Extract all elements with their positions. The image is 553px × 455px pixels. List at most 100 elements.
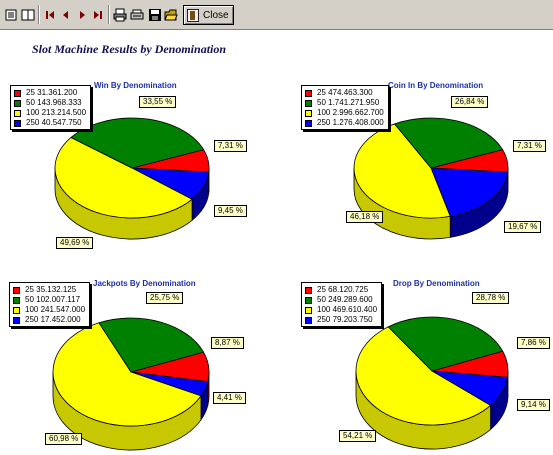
legend-entry: 25 31.361.200: [14, 88, 86, 98]
percent-label-50: 33,55 %: [139, 96, 177, 108]
pie-slice-250: [430, 167, 509, 217]
legend-swatch: [14, 89, 21, 97]
legend-swatch: [305, 99, 312, 107]
legend-entry: 25 474.463.300: [305, 88, 384, 98]
percent-label-25: 7,31 %: [513, 140, 546, 152]
chart-legend: 25 474.463.300 50 1.741.271.950 100 2.996.…: [301, 85, 389, 130]
percent-label-100: 54,21 %: [339, 430, 377, 442]
close-button-label: Close: [203, 9, 229, 21]
two-page-icon[interactable]: [20, 6, 36, 23]
legend-label: 25 35.132.125: [25, 285, 77, 294]
pie-chart-1: [54, 117, 210, 240]
legend-entry: 250 79.203.750: [305, 315, 377, 325]
legend-label: 100 2.996.662.700: [317, 108, 384, 117]
pie-chart-4: [355, 316, 509, 450]
pie-chart-3: [52, 317, 210, 451]
legend-entry: 50 249.289.600: [305, 295, 377, 305]
chart-legend: 25 68.120.725 50 249.289.600 100 469.610.4…: [301, 282, 383, 327]
single-page-icon[interactable]: [3, 6, 19, 23]
legend-swatch: [13, 316, 20, 324]
legend-label: 250 79.203.750: [317, 315, 373, 324]
percent-label-25: 7,86 %: [517, 337, 550, 349]
print-icon[interactable]: [112, 6, 128, 23]
pie-slice-50: [98, 317, 205, 373]
toolbar-separator: [108, 5, 110, 24]
pie-slice-50: [387, 316, 504, 372]
percent-label-50: 25,75 %: [146, 292, 184, 304]
percent-label-25: 8,87 %: [211, 337, 244, 349]
legend-entry: 250 1.276.408.000: [305, 118, 384, 128]
legend-label: 100 241.547.000: [25, 305, 86, 314]
exit-door-icon: [187, 8, 199, 22]
legend-swatch: [305, 316, 312, 324]
legend-label: 50 249.289.600: [317, 295, 373, 304]
legend-label: 100 213.214.500: [26, 108, 87, 117]
legend-swatch: [305, 306, 312, 314]
legend-swatch: [13, 296, 20, 304]
percent-label-100: 49,69 %: [56, 237, 94, 249]
percent-label-250: 9,45 %: [214, 205, 247, 217]
legend-entry: 100 213.214.500: [14, 108, 86, 118]
previous-page-icon[interactable]: [58, 6, 74, 23]
close-button[interactable]: Close: [183, 5, 234, 25]
legend-label: 25 68.120.725: [317, 285, 369, 294]
chart-legend: 25 35.132.125 50 102.007.117 100 241.547.0…: [9, 282, 91, 327]
legend-entry: 25 35.132.125: [13, 285, 85, 295]
legend-entry: 250 40.547.750: [14, 118, 86, 128]
pie-slice-100: [52, 322, 202, 427]
pie-slice-50: [393, 117, 504, 169]
percent-label-50: 26,84 %: [451, 96, 489, 108]
legend-swatch: [305, 286, 312, 294]
report-title: Slot Machine Results by Denomination: [32, 42, 227, 56]
pie-chart-2: [353, 117, 509, 240]
legend-label: 50 143.968.333: [26, 98, 82, 107]
legend-entry: 100 2.996.662.700: [305, 108, 384, 118]
legend-label: 25 31.361.200: [26, 88, 78, 97]
percent-label-50: 28,78 %: [472, 292, 510, 304]
legend-label: 250 40.547.750: [26, 118, 82, 127]
chart-legend: 25 31.361.200 50 143.968.333 100 213.214.5…: [10, 85, 92, 130]
legend-entry: 250 17.452.000: [13, 315, 85, 325]
first-page-icon[interactable]: [42, 6, 58, 23]
legend-label: 250 17.452.000: [25, 315, 81, 324]
percent-label-250: 19,67 %: [504, 221, 542, 233]
legend-entry: 100 241.547.000: [13, 305, 85, 315]
pie-slice-100: [54, 137, 193, 219]
legend-swatch: [14, 99, 21, 107]
chart-title: Drop By Denomination: [393, 279, 480, 288]
legend-swatch: [14, 119, 21, 127]
chart-title: Jackpots By Denomination: [93, 279, 196, 288]
legend-label: 25 474.463.300: [317, 88, 373, 97]
legend-swatch: [305, 119, 312, 127]
pie-slice-100: [355, 326, 492, 426]
chart-title: Win By Denomination: [94, 81, 177, 90]
legend-label: 100 469.610.400: [317, 305, 378, 314]
legend-entry: 25 68.120.725: [305, 285, 377, 295]
legend-swatch: [14, 109, 21, 117]
legend-swatch: [305, 296, 312, 304]
open-folder-icon[interactable]: [163, 6, 179, 23]
chart-title: Coin In By Denomination: [388, 81, 484, 90]
toolbar-separator: [38, 5, 40, 24]
legend-swatch: [305, 109, 312, 117]
printer-setup-icon[interactable]: [129, 6, 145, 23]
report-toolbar: Close: [0, 0, 553, 30]
legend-swatch: [305, 89, 312, 97]
last-page-icon[interactable]: [90, 6, 106, 23]
percent-label-100: 46,18 %: [346, 211, 384, 223]
next-page-icon[interactable]: [74, 6, 90, 23]
percent-label-100: 60,98 %: [45, 433, 83, 445]
save-icon[interactable]: [147, 6, 163, 23]
percent-label-25: 7,31 %: [214, 140, 247, 152]
legend-entry: 100 469.610.400: [305, 305, 377, 315]
percent-label-250: 4,41 %: [213, 392, 246, 404]
legend-entry: 50 1.741.271.950: [305, 98, 384, 108]
percent-label-250: 9,14 %: [517, 399, 550, 411]
legend-entry: 50 102.007.117: [13, 295, 85, 305]
legend-swatch: [13, 286, 20, 294]
legend-label: 250 1.276.408.000: [317, 118, 384, 127]
pie-slice-100: [353, 123, 451, 219]
legend-entry: 50 143.968.333: [14, 98, 86, 108]
legend-label: 50 102.007.117: [25, 295, 81, 304]
